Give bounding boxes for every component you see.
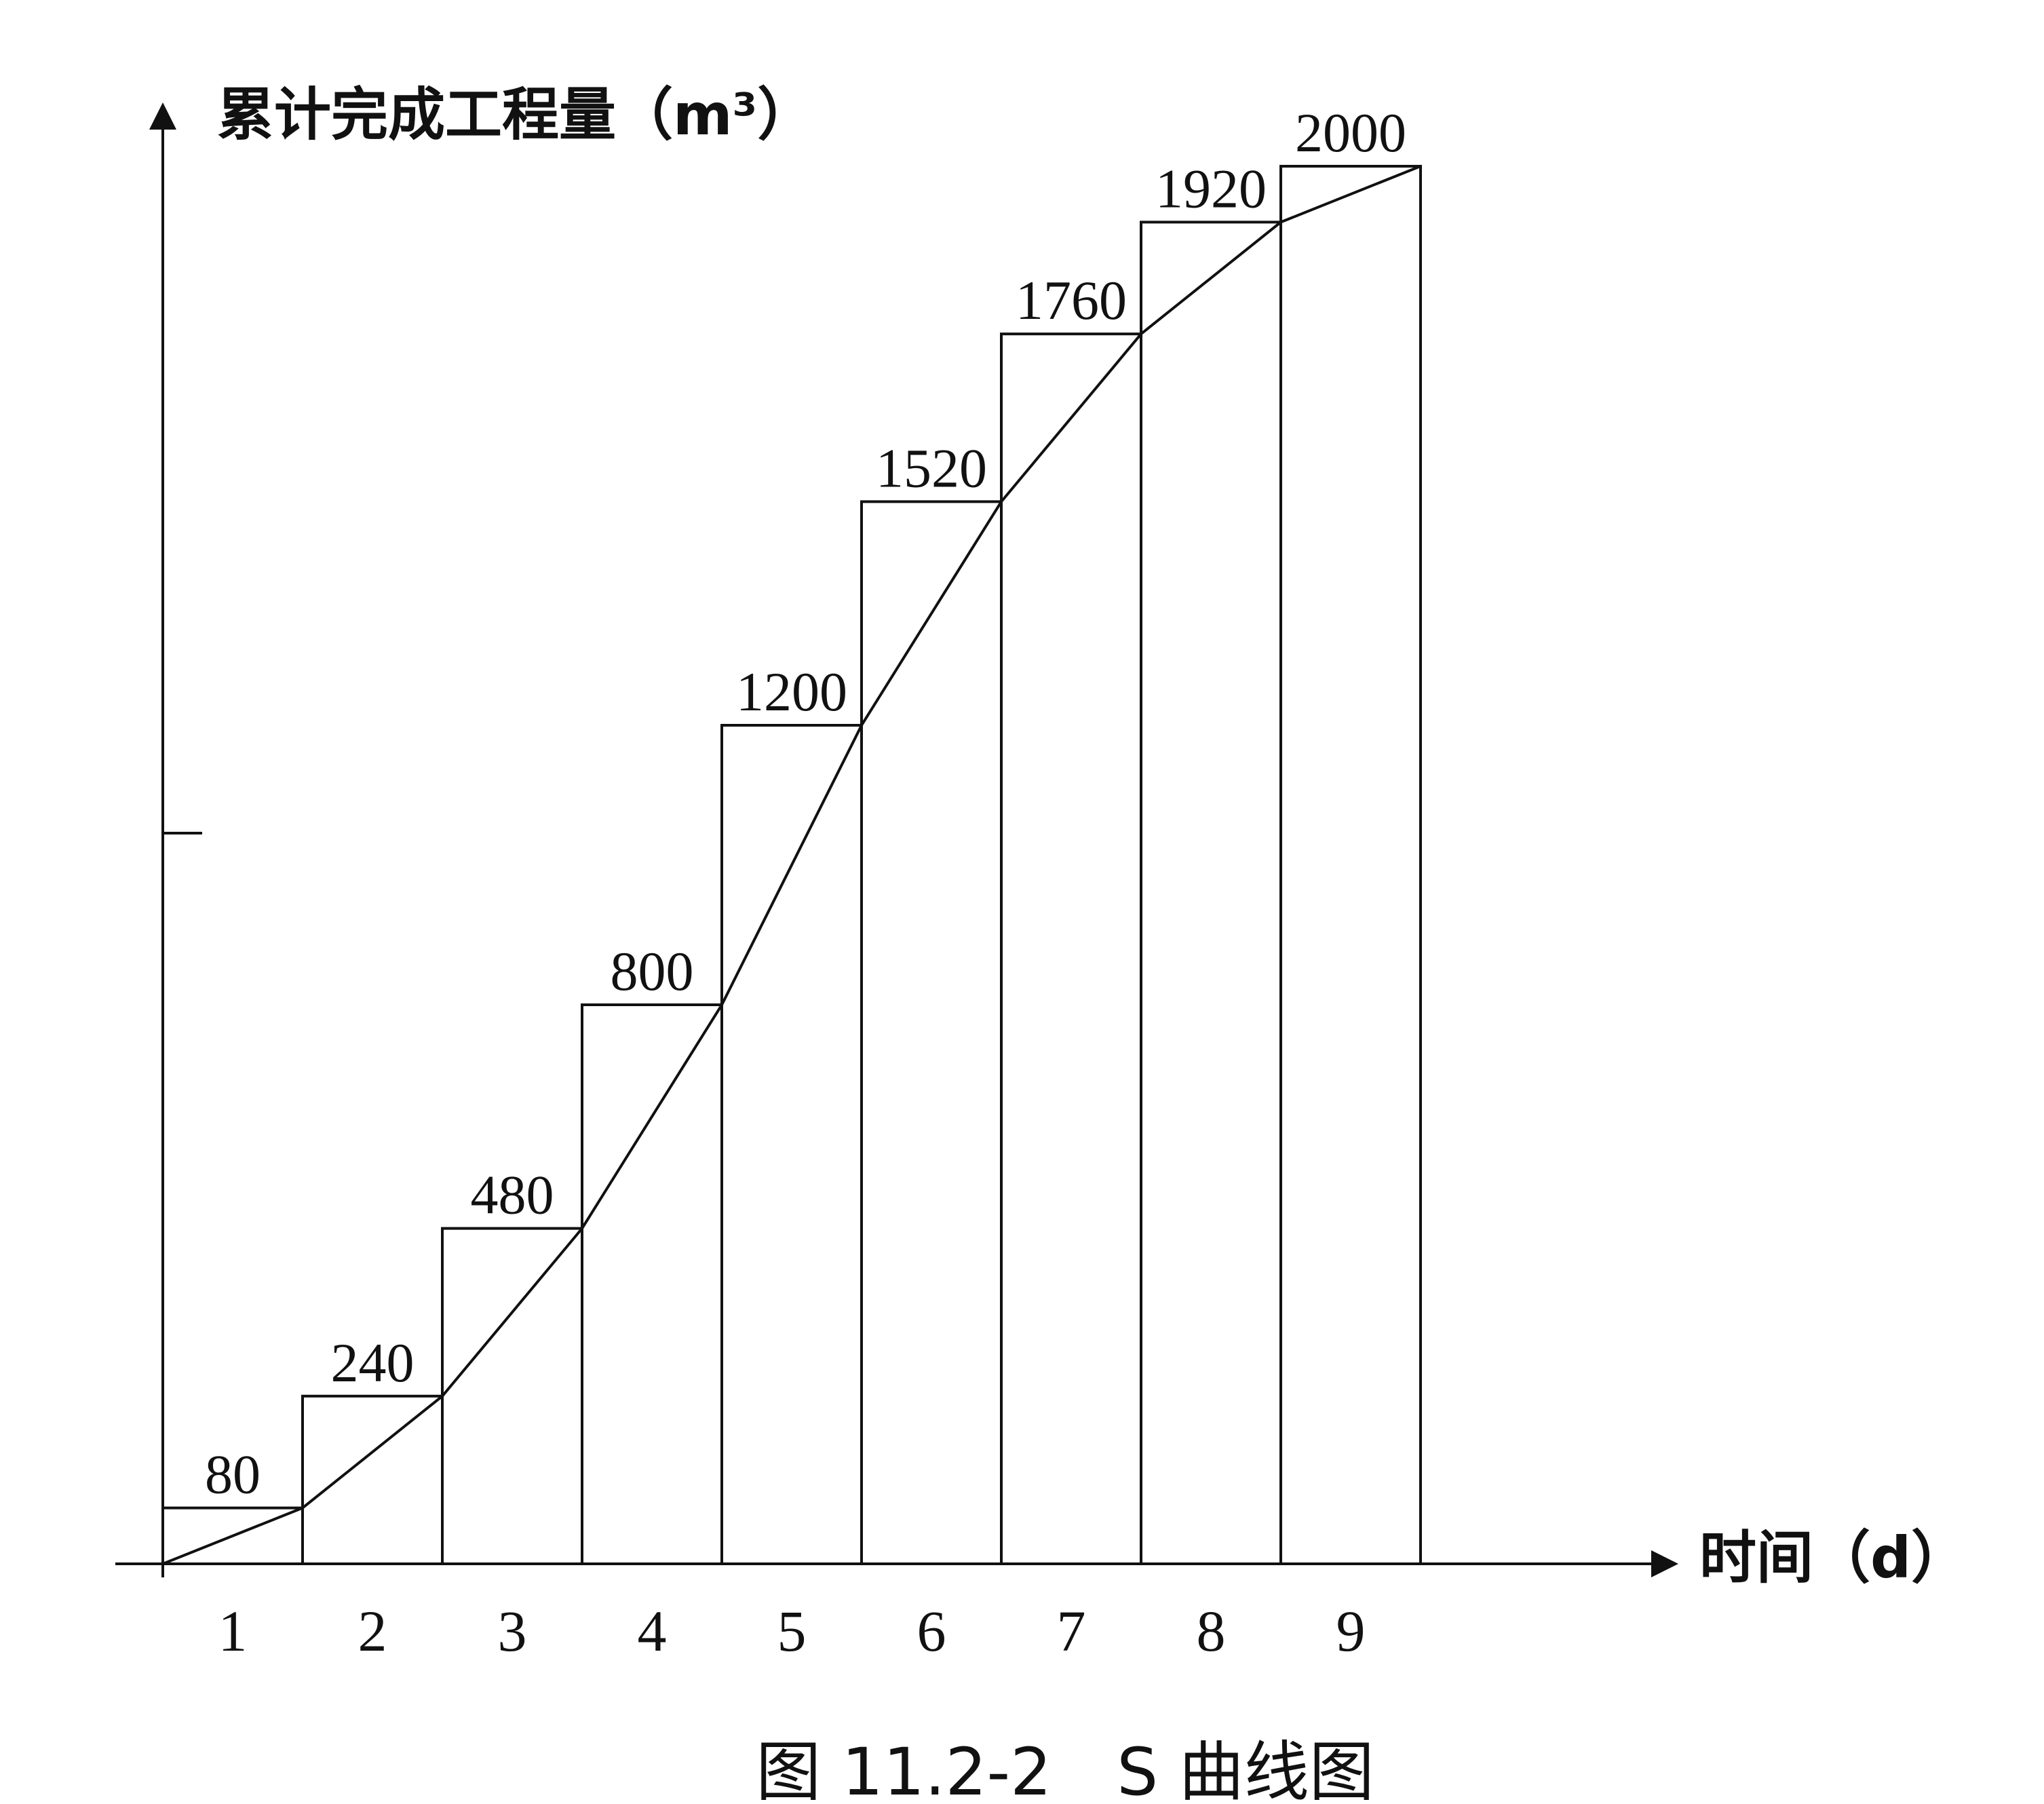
- data-label-day-2: 240: [331, 1332, 414, 1394]
- x-tick-labels: 1 2 3 4 5 6 7 8 9: [218, 1598, 1366, 1664]
- bar-day-5: [720, 724, 863, 1565]
- data-label-day-4: 800: [611, 940, 694, 1002]
- chart-caption: 图 11.2-2 S 曲线图: [756, 1734, 1374, 1804]
- data-label-day-9: 2000: [1295, 102, 1406, 164]
- labels-layer: 80 240 480 800 1200 1520 1760 1920 2000: [205, 102, 1406, 1505]
- bar-day-7: [1000, 332, 1142, 1566]
- s-curve-point-2: [441, 1394, 444, 1398]
- x-tick-label-7: 7: [1057, 1598, 1086, 1664]
- s-curve-point-4: [720, 1003, 723, 1006]
- bar-day-3: [441, 1227, 583, 1565]
- x-tick-label-4: 4: [638, 1598, 667, 1664]
- data-label-day-5: 1200: [736, 661, 847, 723]
- data-label-day-8: 1920: [1155, 157, 1267, 219]
- x-tick-label-2: 2: [358, 1598, 387, 1664]
- bars-layer: [161, 165, 1422, 1566]
- data-label-day-3: 480: [471, 1164, 554, 1226]
- x-tick-label-1: 1: [218, 1598, 248, 1664]
- s-curve-point-6: [1000, 500, 1003, 503]
- data-label-day-7: 1760: [1016, 269, 1127, 331]
- x-axis-title: 时间（d）: [1699, 1524, 1968, 1591]
- s-curve-point-5: [860, 724, 863, 727]
- s-curve-point-8: [1279, 220, 1282, 224]
- s-curve-line: [162, 165, 1421, 1565]
- bar-day-2: [301, 1394, 444, 1566]
- s-curve-point-1: [301, 1506, 304, 1510]
- bar-day-4: [581, 1003, 723, 1565]
- data-label-day-6: 1520: [876, 437, 987, 499]
- x-tick-label-5: 5: [777, 1598, 807, 1664]
- bar-day-8: [1140, 220, 1282, 1565]
- x-tick-label-8: 8: [1197, 1598, 1226, 1664]
- data-label-day-1: 80: [205, 1444, 261, 1505]
- x-tick-label-3: 3: [498, 1598, 527, 1664]
- bar-day-9: [1279, 165, 1422, 1565]
- bar-day-6: [860, 500, 1003, 1565]
- s-curve-point-3: [581, 1227, 583, 1230]
- x-tick-label-9: 9: [1336, 1598, 1366, 1664]
- s-curve-point-9: [1419, 165, 1422, 168]
- y-axis-title: 累计完成工程量（m³）: [217, 81, 814, 148]
- s-curve-point-7: [1140, 332, 1142, 336]
- x-tick-label-6: 6: [917, 1598, 946, 1664]
